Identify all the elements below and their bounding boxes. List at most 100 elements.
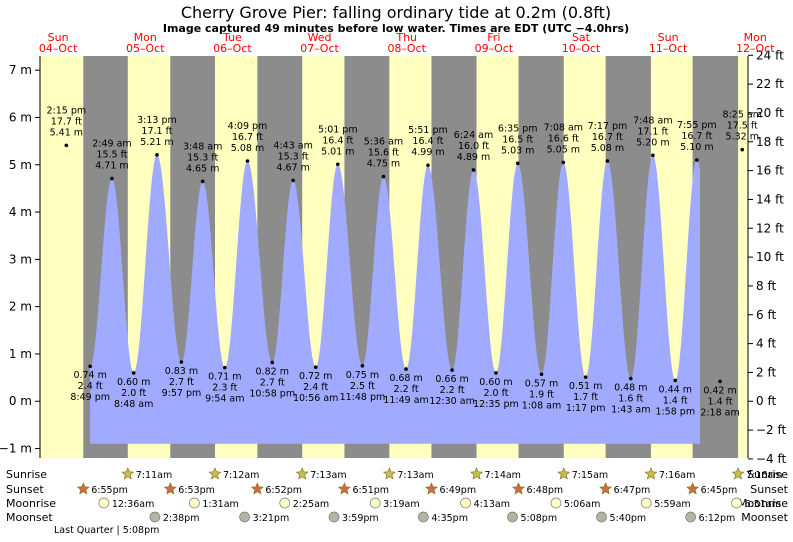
low-tide-meters: 0.60 m [117, 377, 150, 388]
high-tide-time: 5:01 pm [318, 124, 358, 135]
sunset-star-icon [337, 482, 351, 495]
y-left-tick-label: 0 m [9, 394, 32, 408]
low-tide-feet: 2.0 ft [483, 388, 508, 399]
low-tide-meters: 0.48 m [614, 383, 647, 394]
tide-extreme-dot [651, 153, 655, 158]
high-tide-feet: 17.1 ft [141, 126, 172, 137]
day-date-label: 04–Oct [39, 42, 78, 55]
day-date-label: 09–Oct [475, 42, 514, 55]
moonrise-row-label-right: Moonrise [738, 497, 788, 510]
sunrise-star-icon [644, 467, 658, 480]
low-tide-meters: 0.44 m [659, 384, 692, 395]
moonset-row-label-right: Moonset [741, 511, 788, 524]
moonrise-time-label: 2:25am [293, 499, 329, 510]
low-tide-feet: 2.7 ft [260, 377, 285, 388]
high-tide-meters: 5.32 m [726, 132, 759, 143]
moonrise-row-label-left: Moonrise [6, 497, 56, 510]
high-tide-time: 4:09 pm [228, 121, 268, 132]
tide-extreme-dot [426, 163, 430, 168]
y-right-tick-label: 12 ft [756, 221, 784, 235]
moonrise-time-label: 3:19am [383, 499, 419, 510]
tide-curve [90, 154, 700, 444]
high-tide-time: 8:25 am [723, 110, 762, 121]
moonrise-circle-icon [460, 497, 471, 509]
moonrise-circle-icon [98, 497, 110, 509]
day-labels: Sun04–OctMon05–OctTue06–OctWed07–OctThu0… [39, 31, 775, 55]
y-right-tick-label: 6 ft [756, 308, 776, 322]
high-tide-feet: 15.3 ft [278, 151, 309, 162]
sunset-time-label: 6:47pm [614, 485, 651, 496]
tide-extreme-dot [381, 174, 386, 179]
sunrise-star-icon [470, 467, 483, 480]
moonrise-circle-icon [550, 497, 562, 509]
low-tide-feet: 2.2 ft [394, 384, 419, 395]
low-tide-time: 1:58 pm [655, 406, 695, 417]
tide-extreme-dot [88, 364, 92, 369]
sunset-star-icon [76, 482, 90, 495]
sunrise-time-label: 7:12am [223, 470, 259, 481]
high-tide-meters: 5.01 m [321, 146, 354, 157]
moonrise-time-label: 1:31am [202, 499, 238, 510]
tide-extreme-dot [561, 160, 566, 165]
sunrise-time-label: 7:16am [746, 470, 782, 481]
tide-extreme-dot [155, 153, 159, 157]
sunrise-star-icon [731, 467, 745, 480]
tide-extreme-dot [450, 368, 454, 372]
y-right-tick-label: 18 ft [756, 135, 784, 149]
moonset-time-label: 6:12pm [699, 513, 736, 524]
day-name-label: Thu [395, 31, 417, 44]
sunset-time-label: 6:51pm [352, 485, 389, 496]
low-tide-meters: 0.68 m [389, 373, 422, 384]
y-right-tick-label: −2 ft [756, 423, 787, 437]
sunrise-star-icon [295, 467, 309, 480]
tide-extreme-dot [179, 360, 184, 364]
high-tide-feet: 16.6 ft [548, 133, 579, 144]
day-name-label: Mon [134, 31, 157, 44]
moonrise-time-label: 6:51am [745, 499, 781, 510]
high-tide-feet: 16.0 ft [458, 141, 489, 152]
low-tide-feet: 2.4 ft [303, 382, 328, 393]
low-tide-time: 9:57 pm [162, 388, 202, 399]
moonrise-circle-icon [731, 497, 742, 509]
moonrise-circle-icon [369, 497, 381, 509]
moonset-time-label: 4:35pm [431, 513, 468, 524]
tide-extreme-dot [270, 360, 275, 365]
moonset-circle-icon [596, 511, 607, 523]
moonset-circle-icon [328, 511, 340, 523]
high-tide-meters: 4.89 m [457, 152, 490, 163]
tide-extreme-dot [718, 379, 722, 384]
sunrise-time-label: 7:13am [310, 470, 346, 481]
sunrise-star-icon [557, 467, 571, 480]
sunset-star-icon [599, 482, 613, 495]
high-tide-time: 6:35 pm [498, 123, 538, 134]
tide-extreme-dot [313, 365, 318, 369]
high-tide-meters: 5.41 m [50, 127, 83, 138]
tide-extreme-dot [605, 159, 610, 163]
sunrise-time-label: 7:16am [659, 470, 695, 481]
axes: −1 m 0 m 1 m 2 m 3 m 4 m 5 m 6 m 7 m −4 ft −2 ft 0 … [0, 48, 787, 466]
tide-extreme-dot [673, 378, 678, 383]
tide-extreme-dot [583, 375, 588, 379]
high-tide-feet: 15.6 ft [368, 148, 399, 159]
moonset-time-label: 5:08pm [520, 513, 557, 524]
y-right-tick-label: 0 ft [756, 394, 776, 408]
sunrise-star-icon [121, 467, 135, 480]
y-right-tick-label: 24 ft [756, 48, 784, 62]
tide-extreme-dot [695, 158, 699, 162]
sunset-time-label: 6:52pm [265, 485, 302, 496]
low-tide-feet: 1.4 ft [663, 395, 688, 406]
high-tide-time: 7:55 pm [677, 120, 717, 131]
moonset-circle-icon [149, 511, 161, 523]
sunset-star-icon [512, 482, 525, 495]
tide-extreme-dot [471, 168, 476, 172]
high-tide-feet: 16.4 ft [322, 135, 353, 146]
tide-extreme-dot [515, 161, 520, 166]
y-left-tick-label: 2 m [9, 300, 32, 314]
low-tide-meters: 0.72 m [299, 371, 332, 382]
low-tide-meters: 0.71 m [208, 372, 241, 383]
high-tide-time: 2:15 pm [47, 105, 87, 116]
tide-extreme-dot [200, 179, 205, 184]
high-tide-meters: 4.75 m [367, 159, 400, 170]
